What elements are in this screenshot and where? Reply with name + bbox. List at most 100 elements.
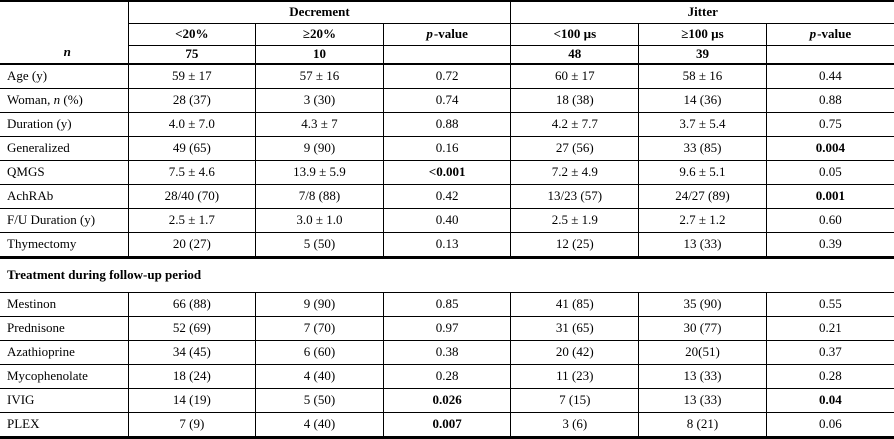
table-cell: 0.74 [382, 88, 512, 113]
row-label-text: (%) [60, 92, 83, 108]
table-cell: 34 (45) [127, 340, 257, 365]
table-cell [765, 45, 894, 65]
table-cell: 13 (33) [638, 232, 767, 259]
table-cell: 41 (85) [510, 292, 640, 317]
table-row-plex: PLEX 7 (9) 4 (40) 0.007 3 (6) 8 (21) 0.0… [0, 412, 894, 439]
table-cell: 27 (56) [510, 136, 640, 161]
table-cell: 24/27 (89) [638, 184, 767, 209]
row-label: Age (y) [0, 63, 129, 89]
table-cell: 7/8 (88) [255, 184, 384, 209]
pvalue-rest: -value [817, 26, 852, 42]
table-cell: 0.97 [382, 316, 512, 341]
table-row-fu-duration: F/U Duration (y) 2.5 ± 1.7 3.0 ± 1.0 0.4… [0, 208, 894, 233]
table-cell: 7 (9) [127, 412, 257, 439]
n-corner-label: n [0, 0, 129, 65]
table-cell: 0.88 [382, 112, 512, 137]
table-cell: 4.0 ± 7.0 [127, 112, 257, 137]
table-row-mycophenolate: Mycophenolate 18 (24) 4 (40) 0.28 11 (23… [0, 364, 894, 389]
row-label: Generalized [0, 136, 129, 161]
table-cell: 6 (60) [255, 340, 384, 365]
table-cell: 20 (42) [510, 340, 640, 365]
table-cell: 7 (70) [255, 316, 384, 341]
table-cell: 52 (69) [127, 316, 257, 341]
table-cell: 11 (23) [510, 364, 640, 389]
row-label: Duration (y) [0, 112, 129, 137]
group-header-row: n Decrement Jitter [0, 0, 894, 65]
row-label: Prednisone [0, 316, 129, 341]
table-cell [382, 45, 512, 65]
table-cell: 75 [128, 45, 257, 65]
pvalue-p: p [809, 26, 817, 42]
table-cell: 13 (33) [638, 364, 767, 389]
table-cell: 39 [638, 45, 767, 65]
table-cell: 28 (37) [127, 88, 257, 113]
col-header-jitter-ge100: ≥100 µs [638, 23, 767, 46]
table-cell: 49 (65) [127, 136, 257, 161]
table-cell: 4.2 ± 7.7 [510, 112, 640, 137]
group-header-decrement: Decrement [127, 0, 512, 24]
table-cell: 7.2 ± 4.9 [510, 160, 640, 185]
table-cell: 0.72 [382, 63, 512, 89]
table-row-thymectomy: Thymectomy 20 (27) 5 (50) 0.13 12 (25) 1… [0, 232, 894, 259]
table-row-duration: Duration (y) 4.0 ± 7.0 4.3 ± 7 0.88 4.2 … [0, 112, 894, 137]
table-cell: 14 (19) [127, 388, 257, 413]
table-cell: 14 (36) [638, 88, 767, 113]
table-cell: 20(51) [638, 340, 767, 365]
table-row-ivig: IVIG 14 (19) 5 (50) 0.026 7 (15) 13 (33)… [0, 388, 894, 413]
table-cell: 48 [510, 45, 640, 65]
table-cell-significant: <0.001 [382, 160, 512, 185]
row-label: Mycophenolate [0, 364, 129, 389]
table-cell: 9 (90) [255, 136, 384, 161]
row-label: F/U Duration (y) [0, 208, 129, 233]
table-cell: 31 (65) [510, 316, 640, 341]
table-cell: 0.16 [382, 136, 512, 161]
table-cell-significant: 0.004 [765, 136, 894, 161]
table-cell: 13 (33) [638, 388, 767, 413]
col-header-decrement-ge20: ≥20% [255, 23, 384, 46]
table-cell: 3.0 ± 1.0 [255, 208, 384, 233]
table-cell: 59 ± 17 [127, 63, 257, 89]
row-label: Mestinon [0, 292, 129, 317]
row-label-italic-n: n [53, 92, 61, 108]
table-cell: 13.9 ± 5.9 [255, 160, 384, 185]
table-cell: 2.5 ± 1.9 [510, 208, 640, 233]
table-cell: 0.38 [382, 340, 512, 365]
table-cell: 0.44 [765, 63, 894, 89]
row-label: Thymectomy [0, 232, 129, 259]
col-header-jitter-lt100: <100 µs [510, 23, 640, 46]
table-cell-significant: 0.001 [765, 184, 894, 209]
table-cell: 0.05 [765, 160, 894, 185]
table-row-woman: Woman, n (%) 28 (37) 3 (30) 0.74 18 (38)… [0, 88, 894, 113]
table-cell: 2.7 ± 1.2 [638, 208, 767, 233]
row-label: PLEX [0, 412, 129, 439]
table-cell: 0.39 [765, 232, 894, 259]
table-cell: 33 (85) [638, 136, 767, 161]
table-cell: 9 (90) [255, 292, 384, 317]
table-cell: 0.13 [382, 232, 512, 259]
table-cell: 4.3 ± 7 [255, 112, 384, 137]
table-row-age: Age (y) 59 ± 17 57 ± 16 0.72 60 ± 17 58 … [0, 63, 894, 89]
col-header-pvalue-decrement: p-value [382, 23, 512, 46]
pvalue-rest: -value [433, 26, 468, 42]
table-row-achrab: AchRAb 28/40 (70) 7/8 (88) 0.42 13/23 (5… [0, 184, 894, 209]
table-row-azathioprine: Azathioprine 34 (45) 6 (60) 0.38 20 (42)… [0, 340, 894, 365]
table-cell-significant: 0.007 [382, 412, 512, 439]
table-cell: 9.6 ± 5.1 [638, 160, 767, 185]
table-cell: 0.21 [765, 316, 894, 341]
n-count-row: 75 10 48 39 [0, 45, 894, 65]
table-cell: 18 (24) [127, 364, 257, 389]
table-cell: 5 (50) [255, 232, 384, 259]
row-label: IVIG [0, 388, 129, 413]
row-label-text: Woman, [7, 92, 54, 108]
table-cell: 3 (30) [255, 88, 384, 113]
table-cell: 7.5 ± 4.6 [127, 160, 257, 185]
table-cell: 0.55 [765, 292, 894, 317]
table-cell: 0.60 [765, 208, 894, 233]
section-header-treatment: Treatment during follow-up period [0, 256, 894, 293]
table-row-qmgs: QMGS 7.5 ± 4.6 13.9 ± 5.9 <0.001 7.2 ± 4… [0, 160, 894, 185]
table-cell: 7 (15) [510, 388, 640, 413]
table-cell-significant: 0.026 [382, 388, 512, 413]
table-cell: 0.42 [382, 184, 512, 209]
sub-header-row: <20% ≥20% p-value <100 µs ≥100 µs p-valu… [0, 23, 894, 46]
